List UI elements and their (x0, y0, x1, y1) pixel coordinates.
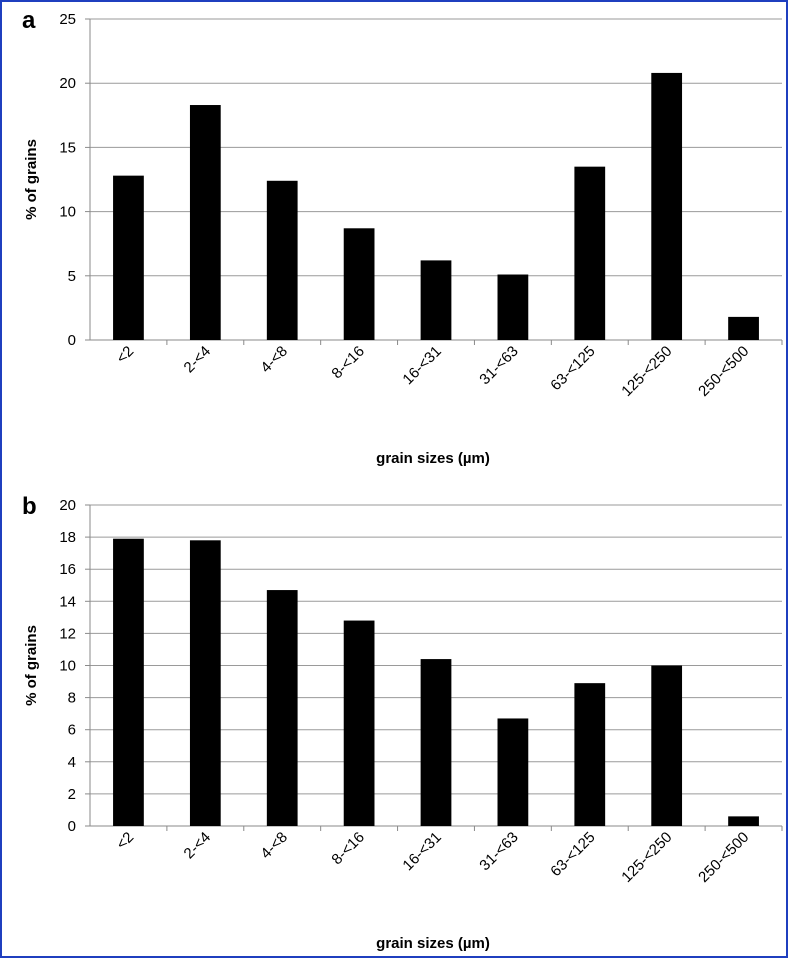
bar (651, 665, 683, 826)
y-tick-label: 8 (68, 690, 76, 707)
bar (189, 540, 221, 826)
bar (574, 683, 606, 826)
x-axis-title: grain sizes (µm) (376, 935, 490, 952)
bar (651, 72, 683, 340)
x-category-label: 63-<125 (547, 343, 598, 394)
bar (420, 659, 452, 826)
bar (343, 228, 375, 340)
bar (497, 274, 529, 340)
panel-letter: a (22, 7, 36, 34)
y-tick-label: 0 (68, 818, 76, 835)
bar (113, 538, 144, 826)
x-category-label: 16-<31 (399, 343, 444, 388)
y-tick-label: 14 (59, 593, 76, 610)
y-tick-label: 4 (68, 754, 76, 771)
y-tick-label: 0 (68, 332, 76, 349)
x-category-label: <2 (113, 343, 137, 367)
y-tick-label: 25 (59, 11, 76, 28)
bar (343, 620, 375, 826)
x-category-label: 125-<250 (618, 829, 675, 886)
bar (728, 316, 759, 340)
y-tick-label: 18 (59, 529, 76, 546)
bar (574, 166, 606, 340)
x-category-label: 2-<4 (181, 343, 215, 377)
y-tick-label: 15 (59, 139, 76, 156)
bar (728, 816, 759, 826)
x-category-label: 63-<125 (547, 829, 598, 880)
x-category-label: 16-<31 (399, 829, 444, 874)
y-tick-label: 20 (59, 75, 76, 92)
y-tick-label: 12 (59, 625, 76, 642)
x-category-label: 31-<63 (476, 829, 521, 874)
y-tick-label: 16 (59, 561, 76, 578)
x-category-label: 31-<63 (476, 343, 521, 388)
bar (420, 260, 452, 340)
y-axis-title: % of grains (23, 139, 40, 220)
x-category-label: 125-<250 (618, 343, 675, 400)
bar (266, 180, 298, 340)
x-axis-title: grain sizes (µm) (376, 450, 490, 467)
x-category-label: <2 (113, 829, 137, 853)
bar (189, 105, 221, 340)
x-category-label: 2-<4 (181, 829, 215, 863)
x-category-label: 8-<16 (328, 829, 367, 868)
bar (497, 718, 529, 826)
x-category-label: 4-<8 (257, 829, 291, 863)
x-category-label: 250-<500 (695, 829, 752, 886)
bar (113, 175, 144, 340)
y-tick-label: 6 (68, 722, 76, 739)
x-category-label: 8-<16 (328, 343, 367, 382)
y-tick-label: 2 (68, 786, 76, 803)
y-tick-label: 20 (59, 497, 76, 514)
y-tick-label: 5 (68, 268, 76, 285)
x-category-label: 4-<8 (257, 343, 291, 377)
y-axis-title: % of grains (23, 625, 40, 706)
x-category-label: 250-<500 (695, 343, 752, 400)
y-tick-label: 10 (59, 204, 76, 221)
panel-letter: b (22, 493, 37, 520)
bar (266, 590, 298, 826)
y-tick-label: 10 (59, 658, 76, 675)
